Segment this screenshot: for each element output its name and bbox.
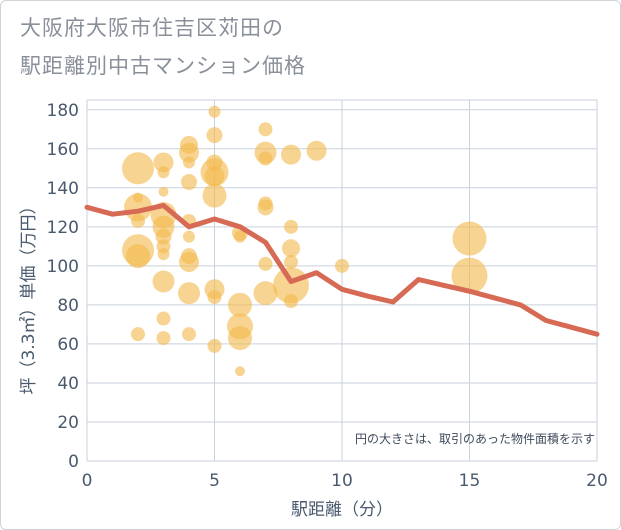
bubble — [257, 199, 274, 216]
trend-line-group — [84, 202, 600, 337]
bubble — [235, 366, 245, 377]
bubble — [178, 282, 200, 305]
bubble — [306, 140, 327, 161]
bubble — [131, 327, 145, 342]
x-tick-label: 10 — [331, 471, 353, 491]
x-tick-label: 0 — [82, 471, 93, 491]
bubble — [152, 270, 175, 293]
bubble — [183, 156, 195, 169]
bubble — [258, 151, 273, 166]
bubble — [284, 293, 298, 308]
bubble — [282, 239, 300, 258]
x-tick-label: 5 — [209, 471, 220, 491]
bubble — [228, 292, 252, 317]
bubble — [258, 122, 273, 137]
x-tick-label: 20 — [586, 471, 608, 491]
bubble — [156, 331, 171, 346]
bubble — [183, 230, 195, 243]
y-tick-label: 60 — [57, 335, 79, 355]
y-tick-label: 140 — [47, 179, 79, 199]
bubble — [284, 254, 298, 269]
y-tick-label: 100 — [47, 257, 79, 277]
bubble — [179, 251, 199, 272]
bubble — [204, 166, 225, 187]
bubble — [156, 311, 171, 326]
bubble — [153, 152, 174, 173]
bubble-size-note: 円の大きさは、取引のあった物件面積を示す — [355, 431, 595, 446]
y-tick-label: 40 — [57, 374, 79, 394]
bubble — [208, 105, 221, 118]
chart-title-line2: 駅距離別中古マンション価格 — [20, 54, 306, 78]
bubble — [234, 230, 246, 243]
bubble — [182, 327, 196, 342]
bubble — [281, 144, 301, 165]
bubble — [155, 228, 172, 245]
y-tick-label: 180 — [47, 101, 79, 121]
x-tick-label: 15 — [459, 471, 481, 491]
y-tick-label: 0 — [68, 452, 79, 472]
bubble — [181, 173, 197, 190]
average-price-line — [84, 202, 600, 337]
y-tick-label: 160 — [47, 140, 79, 160]
y-tick-label: 20 — [57, 413, 79, 433]
bubble — [335, 258, 349, 273]
bubble — [131, 213, 145, 228]
bubble — [202, 183, 227, 208]
y-tick-label: 80 — [57, 296, 79, 316]
bubble — [228, 326, 252, 351]
bubble — [452, 221, 487, 256]
bubble — [253, 281, 278, 306]
x-tick-labels: 0 5 10 15 20 — [82, 471, 608, 491]
y-axis-label: 坪（3.3㎡）単価（万円） — [19, 197, 39, 394]
bubble — [284, 219, 298, 234]
x-axis-label: 駅距離（分） — [291, 500, 393, 520]
bubble — [157, 248, 170, 261]
bubble — [158, 186, 169, 197]
bubble — [126, 244, 150, 269]
bubble — [451, 257, 488, 294]
bubble — [179, 142, 199, 163]
chart-title-line1: 大阪府大阪市住吉区苅田の — [20, 16, 284, 40]
bubble — [258, 256, 273, 271]
bubbles — [122, 105, 488, 377]
bubble — [207, 338, 222, 353]
bubble — [133, 192, 143, 203]
bubble — [207, 290, 222, 305]
y-tick-labels: 0 20 40 60 80 100 120 140 160 180 — [47, 101, 79, 472]
bubble — [206, 127, 223, 144]
y-tick-label: 120 — [47, 218, 79, 238]
bubble — [122, 152, 154, 185]
bubble — [157, 166, 170, 179]
